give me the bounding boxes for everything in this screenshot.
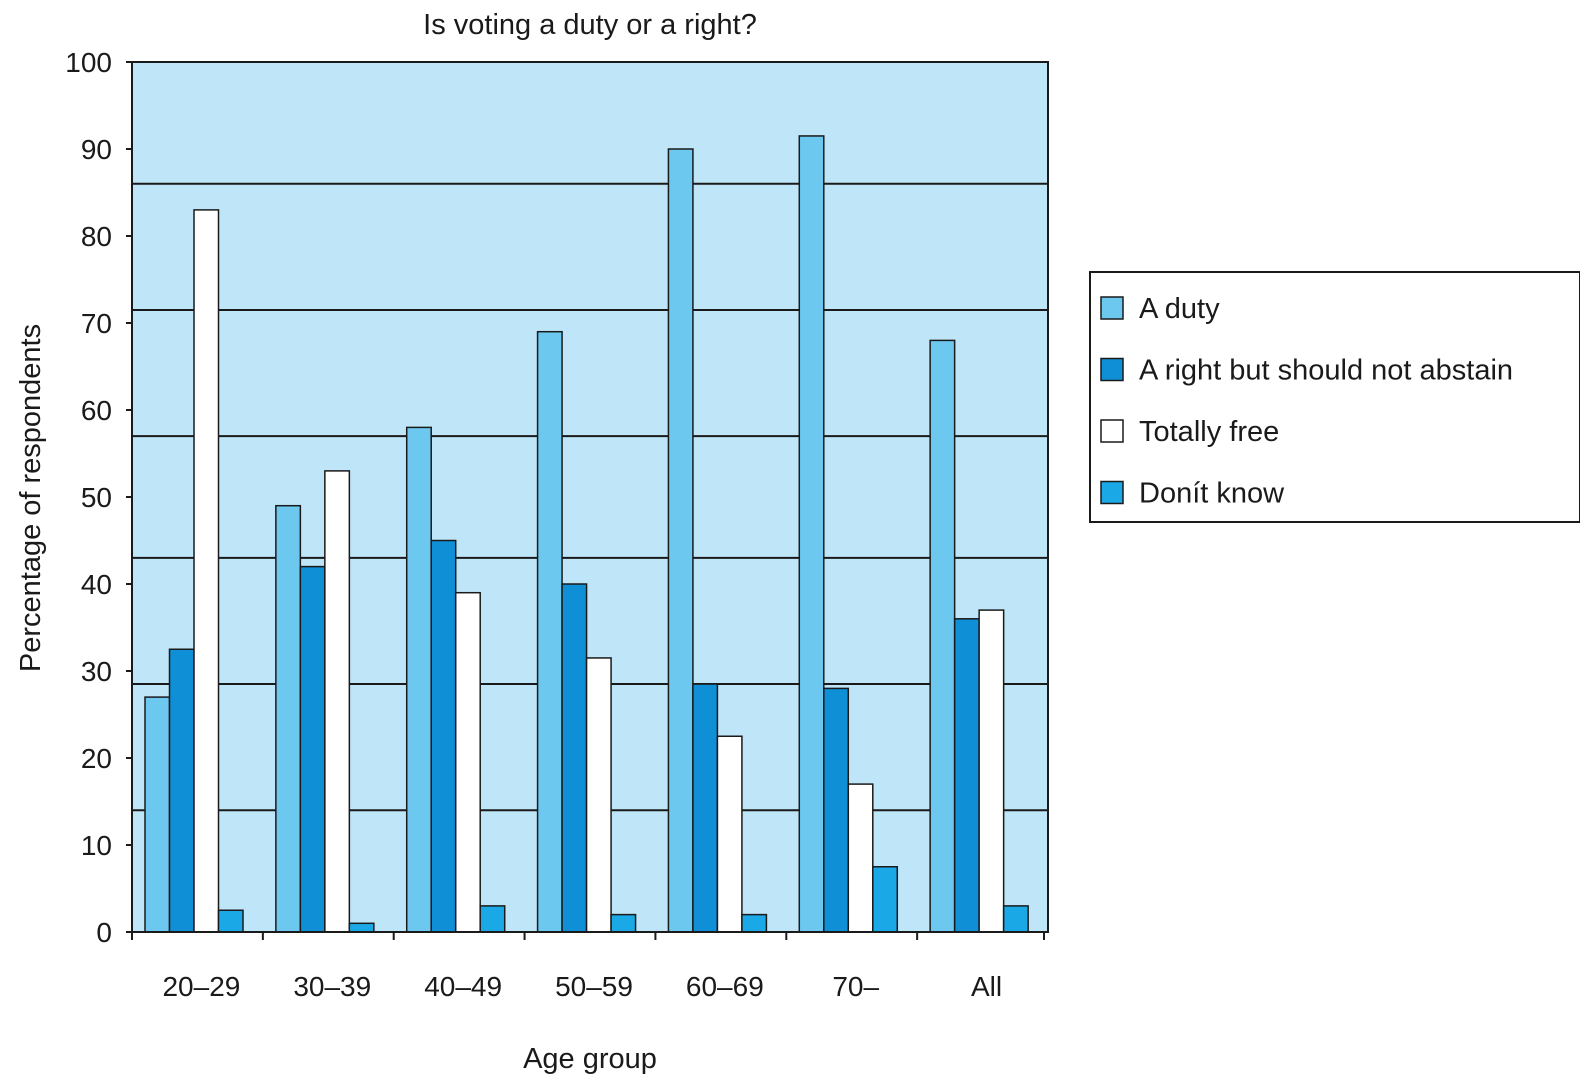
y-axis-label: Percentage of respondents	[15, 324, 47, 672]
legend-box	[1089, 271, 1580, 523]
x-tick-label: 30–39	[293, 971, 371, 1002]
bar	[430, 539, 457, 933]
bar	[1002, 905, 1029, 933]
bar	[872, 866, 899, 933]
bar	[479, 905, 506, 933]
y-tick-label: 40	[81, 569, 112, 600]
x-tick-label: 70–	[832, 971, 879, 1002]
bar	[217, 909, 244, 933]
bar	[299, 565, 326, 933]
bar	[561, 583, 588, 933]
bar	[847, 783, 874, 933]
bar	[168, 648, 195, 933]
bar	[348, 922, 375, 933]
bar	[585, 657, 612, 933]
y-tick-label: 10	[81, 830, 112, 861]
bar	[144, 696, 171, 933]
bar	[193, 209, 220, 933]
legend-swatch	[1100, 357, 1124, 382]
legend-swatch	[1100, 419, 1124, 443]
x-tick-label: All	[971, 971, 1002, 1002]
x-axis-label: Age group	[523, 1043, 657, 1075]
bar	[667, 148, 694, 933]
y-tick-label: 50	[81, 482, 112, 513]
x-tick-label: 60–69	[686, 971, 764, 1002]
y-tick-label: 90	[81, 134, 112, 165]
legend: A duty A right but should not abstain Tota…	[1089, 271, 1580, 523]
y-tick-label: 0	[96, 917, 112, 948]
legend-label: A duty	[1139, 293, 1220, 325]
bar	[610, 913, 637, 933]
y-tick-label: 60	[81, 395, 112, 426]
bar	[324, 470, 351, 933]
legend-label: Donít know	[1139, 478, 1285, 510]
y-axis: 0 10 20 30 40 50 60 70 80 90 100	[65, 47, 132, 948]
bar	[741, 913, 768, 933]
x-tick-label: 40–49	[424, 971, 502, 1002]
bar	[823, 687, 850, 933]
bar	[405, 426, 432, 933]
y-tick-label: 30	[81, 656, 112, 687]
bar	[929, 339, 956, 933]
legend-label: Totally free	[1139, 416, 1279, 448]
y-tick-label: 100	[65, 47, 112, 78]
y-tick-label: 70	[81, 308, 112, 339]
plot-area	[131, 61, 1049, 933]
y-tick-label: 80	[81, 221, 112, 252]
x-tick-label: 20–29	[162, 971, 240, 1002]
bar	[454, 591, 481, 933]
bar	[536, 330, 563, 933]
legend-swatch	[1100, 480, 1124, 505]
bar	[953, 618, 980, 933]
legend-label: A right but should not abstain	[1139, 355, 1513, 387]
x-tick-label: 50–59	[555, 971, 633, 1002]
bar	[978, 609, 1005, 933]
bar	[798, 135, 825, 933]
legend-swatch	[1100, 296, 1124, 320]
chart-title: Is voting a duty or a right?	[423, 9, 757, 41]
bar	[692, 683, 719, 933]
bar	[275, 504, 302, 933]
x-axis: 20–29 30–39 40–49 50–59 60–69 70– All	[130, 931, 1048, 1002]
y-tick-label: 20	[81, 743, 112, 774]
bar	[716, 735, 743, 933]
